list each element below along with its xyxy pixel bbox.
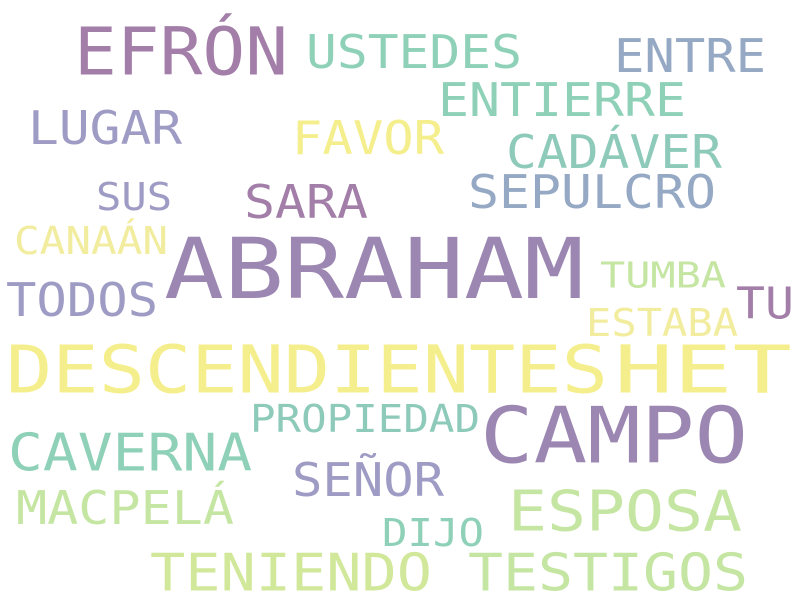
word-abraham: ABRAHAM [164,220,585,319]
word-efron: EFRÓN [74,13,288,91]
word-senor: SEÑOR [292,454,445,508]
word-dijo: DIJO [382,510,484,556]
word-favor: FAVOR [292,112,445,166]
word-cadaver: CADÁVER [506,126,722,180]
word-entre: ENTRE [614,30,767,84]
word-sara: SARA [244,176,368,230]
word-canaan: CANAÁN [14,218,169,264]
word-esposa: ESPOSA [508,479,742,545]
word-estaba: ESTABA [586,300,739,346]
word-het: HET [614,331,792,409]
word-todos: TODOS [6,274,159,328]
word-sepulcro: SEPULCRO [468,166,716,220]
word-teniendo: TENIENDO [150,543,432,603]
word-tu: TU [736,277,795,330]
word-macpela: MACPELÁ [16,482,234,536]
word-campo: CAMPO [480,391,749,482]
word-ustedes: USTEDES [306,26,522,80]
word-descendientes: DESCENDIENTES [6,331,608,409]
word-sus: SUS [96,174,173,220]
word-tumba: TUMBA [600,254,726,297]
word-testigos: TESTIGOS [468,543,748,603]
word-caverna: CAVERNA [8,423,253,484]
word-lugar: LUGAR [28,102,183,156]
word-propiedad: PROPIEDAD [250,396,481,442]
word-entierre: ENTIERRE [438,74,686,128]
